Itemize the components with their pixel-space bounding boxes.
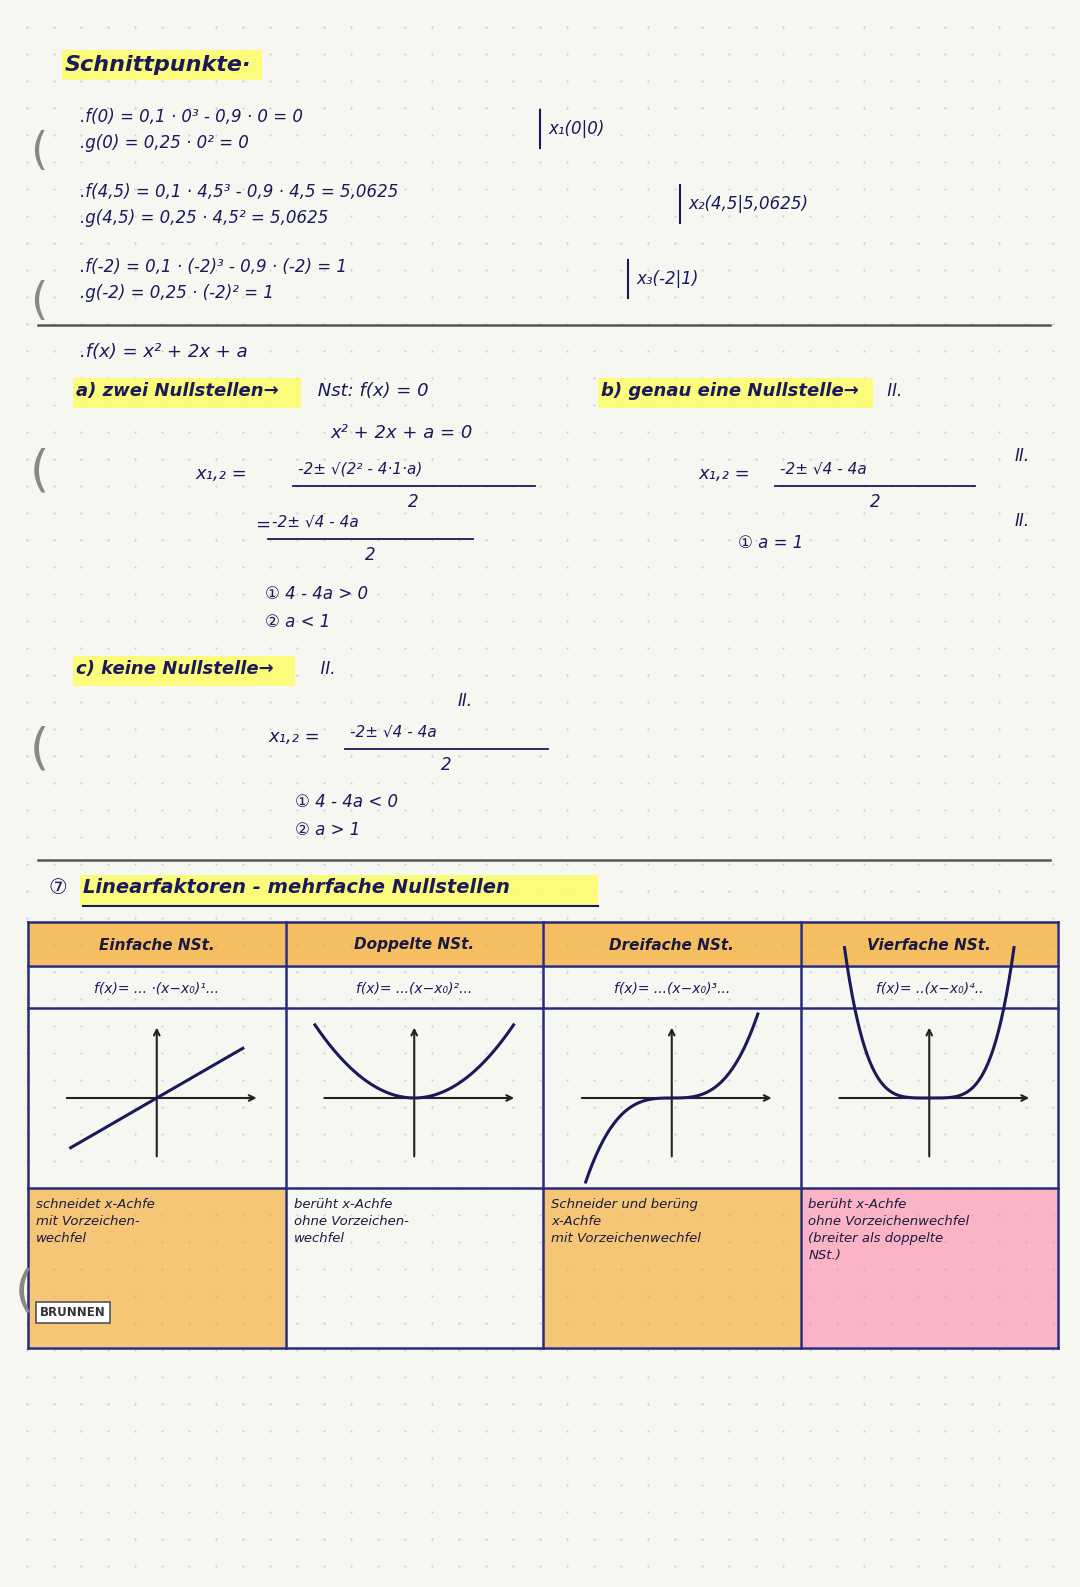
Bar [801, 924, 1057, 965]
Text: a) zwei Nullstellen→: a) zwei Nullstellen→ [76, 382, 279, 400]
Text: .g(-2) = 0,25 · (-2)² = 1: .g(-2) = 0,25 · (-2)² = 1 [80, 284, 274, 302]
Text: Schnittpunkte·: Schnittpunkte· [65, 56, 252, 75]
Text: II.: II. [882, 382, 902, 400]
Text: (: ( [30, 725, 50, 773]
Text: 2: 2 [407, 494, 418, 511]
Bar [544, 924, 799, 965]
Text: Nst: f(x) = 0: Nst: f(x) = 0 [312, 382, 429, 400]
Text: =: = [255, 516, 270, 533]
Text: f(x)= ..(x−x₀)⁴..: f(x)= ..(x−x₀)⁴.. [876, 981, 983, 995]
Text: ① 4 - 4a < 0: ① 4 - 4a < 0 [295, 794, 399, 811]
Text: -2± √4 - 4a: -2± √4 - 4a [780, 460, 867, 476]
Text: -2± √4 - 4a: -2± √4 - 4a [272, 514, 359, 528]
Text: II.: II. [1015, 448, 1030, 465]
Text: .f(-2) = 0,1 · (-2)³ - 0,9 · (-2) = 1: .f(-2) = 0,1 · (-2)³ - 0,9 · (-2) = 1 [80, 259, 347, 276]
Text: x₁,₂ =: x₁,₂ = [268, 728, 320, 746]
Text: x₂(4,5|5,0625): x₂(4,5|5,0625) [688, 195, 808, 213]
Text: x₁,₂ =: x₁,₂ = [195, 465, 246, 482]
Bar [73, 655, 295, 686]
Bar [80, 874, 598, 908]
Text: schneidet x-Achfe
mit Vorzeichen-
wechfel: schneidet x-Achfe mit Vorzeichen- wechfe… [36, 1198, 154, 1244]
Text: .g(0) = 0,25 · 0² = 0: .g(0) = 0,25 · 0² = 0 [80, 133, 248, 152]
Text: x₁(0|0): x₁(0|0) [548, 121, 605, 138]
Text: b) genau eine Nullstelle→: b) genau eine Nullstelle→ [600, 382, 859, 400]
Text: x₁,₂ =: x₁,₂ = [698, 465, 750, 482]
Bar [29, 924, 284, 965]
Text: ① a = 1: ① a = 1 [738, 533, 804, 552]
Text: .f(4,5) = 0,1 · 4,5³ - 0,9 · 4,5 = 5,0625: .f(4,5) = 0,1 · 4,5³ - 0,9 · 4,5 = 5,062… [80, 183, 399, 202]
Text: BRUNNEN: BRUNNEN [40, 1306, 106, 1319]
Bar [801, 1189, 1057, 1347]
Text: Dreifache NSt.: Dreifache NSt. [609, 938, 734, 952]
Text: Doppelte NSt.: Doppelte NSt. [354, 938, 474, 952]
Text: .f(x) = x² + 2x + a: .f(x) = x² + 2x + a [80, 343, 247, 360]
Bar [286, 924, 542, 965]
Text: II.: II. [310, 660, 336, 678]
Bar [73, 378, 301, 408]
Text: (: ( [30, 279, 48, 324]
Text: ① 4 - 4a > 0: ① 4 - 4a > 0 [265, 586, 368, 603]
Text: .g(4,5) = 0,25 · 4,5² = 5,0625: .g(4,5) = 0,25 · 4,5² = 5,0625 [80, 209, 328, 227]
Text: f(x)= ...(x−x₀)²...: f(x)= ...(x−x₀)²... [356, 981, 472, 995]
Text: ⑦: ⑦ [48, 878, 67, 898]
Text: 2: 2 [869, 494, 880, 511]
Text: berüht x-Achfe
ohne Vorzeichen-
wechfel: berüht x-Achfe ohne Vorzeichen- wechfel [294, 1198, 408, 1244]
Text: x₃(-2|1): x₃(-2|1) [636, 270, 699, 287]
Text: x² + 2x + a = 0: x² + 2x + a = 0 [330, 424, 472, 443]
Text: 2: 2 [365, 546, 376, 563]
Text: (: ( [15, 1268, 35, 1316]
Text: -2± √(2² - 4·1·a): -2± √(2² - 4·1·a) [298, 460, 422, 476]
Bar [29, 1189, 284, 1347]
Text: c) keine Nullstelle→: c) keine Nullstelle→ [76, 660, 273, 678]
Text: Schneider und berüng
x-Achfe
mit Vorzeichenwechfel: Schneider und berüng x-Achfe mit Vorzeic… [551, 1198, 701, 1244]
Text: (: ( [30, 448, 50, 495]
Text: berüht x-Achfe
ohne Vorzeichenwechfel
(breiter als doppelte
NSt.): berüht x-Achfe ohne Vorzeichenwechfel (b… [809, 1198, 970, 1262]
Bar [598, 378, 873, 408]
Text: Einfache NSt.: Einfache NSt. [99, 938, 215, 952]
Text: II.: II. [1015, 513, 1030, 530]
Text: Vierfache NSt.: Vierfache NSt. [867, 938, 991, 952]
Text: f(x)= ... ·(x−x₀)¹...: f(x)= ... ·(x−x₀)¹... [94, 981, 219, 995]
Text: ② a < 1: ② a < 1 [265, 613, 330, 632]
Text: Linearfaktoren - mehrfache Nullstellen: Linearfaktoren - mehrfache Nullstellen [83, 878, 510, 897]
Text: f(x)= ...(x−x₀)³...: f(x)= ...(x−x₀)³... [613, 981, 730, 995]
Text: -2± √4 - 4a: -2± √4 - 4a [350, 724, 436, 740]
Bar [544, 1189, 799, 1347]
Text: II.: II. [458, 692, 473, 709]
Text: (: ( [30, 130, 48, 173]
Text: 2: 2 [441, 755, 451, 774]
Text: ② a > 1: ② a > 1 [295, 820, 361, 840]
Text: .f(0) = 0,1 · 0³ - 0,9 · 0 = 0: .f(0) = 0,1 · 0³ - 0,9 · 0 = 0 [80, 108, 303, 125]
Bar [62, 51, 262, 79]
